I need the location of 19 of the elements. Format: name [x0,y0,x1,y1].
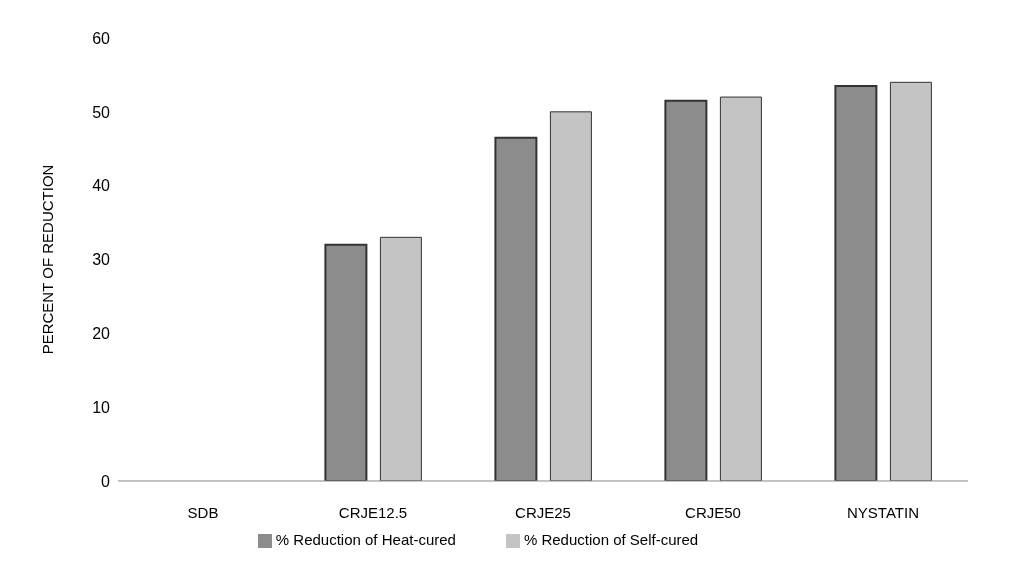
y-tick-label: 40 [92,177,111,195]
y-tick-label: 10 [92,398,111,416]
bar [549,111,592,481]
x-tick-label: SDB [187,503,219,521]
x-tick-label: CRJE25 [515,503,571,521]
x-tick-label: CRJE12.5 [338,503,408,521]
y-tick-label: 0 [101,472,111,490]
y-tick-label: 60 [92,29,111,47]
y-tick-label: 20 [92,324,111,342]
y-tick-label: 30 [92,251,111,269]
legend-label: % Reduction of Self-cured [523,530,699,548]
x-tick-label: NYSTATIN [847,503,919,521]
bar [379,236,422,481]
bar [719,96,762,481]
bar [889,81,932,481]
legend-label: % Reduction of Heat-cured [275,530,456,548]
y-tick-label: 50 [92,103,111,121]
y-axis-title: PERCENT OF REDUCTION [39,164,57,355]
x-tick-label: CRJE50 [685,503,741,521]
